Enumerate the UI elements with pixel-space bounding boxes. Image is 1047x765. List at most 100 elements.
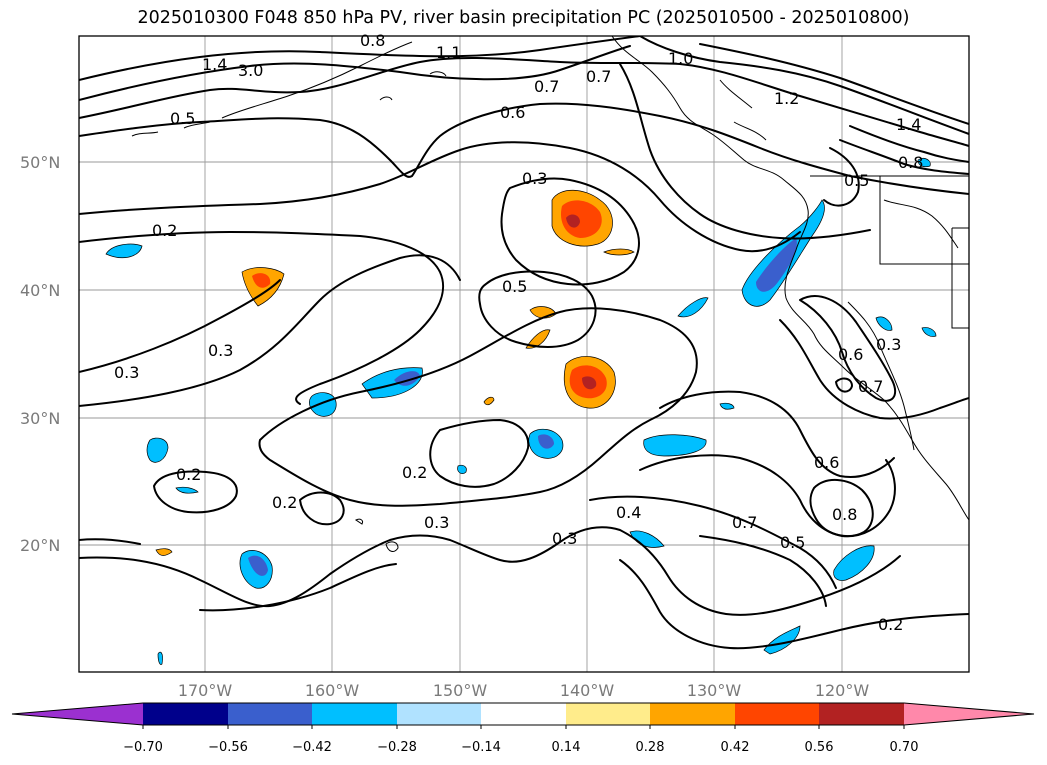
colorbar-under-triangle bbox=[12, 703, 143, 725]
colorbar-segment bbox=[481, 703, 566, 725]
colorbar-tick-label: 0.42 bbox=[721, 740, 750, 755]
contour-label: 0.7 bbox=[858, 377, 883, 396]
lon-tick-label: 120°W bbox=[815, 681, 870, 700]
contour-label: 0.2 bbox=[878, 615, 903, 634]
colorbar-tick-label: −0.28 bbox=[377, 740, 417, 755]
precip-negative-area bbox=[833, 545, 875, 581]
colorbar-tick-label: −0.42 bbox=[292, 740, 332, 755]
precip-positive-area bbox=[529, 306, 557, 319]
lat-tick-label: 30°N bbox=[20, 409, 60, 428]
precip-negative-area bbox=[457, 464, 467, 474]
precip-negative-core bbox=[538, 434, 554, 449]
contour-label: 0.7 bbox=[732, 513, 757, 532]
colorbar-segment bbox=[566, 703, 650, 725]
lon-tick-label: 160°W bbox=[305, 681, 360, 700]
colorbar-tick-label: 0.70 bbox=[890, 740, 919, 755]
precip-negative-area bbox=[917, 158, 931, 168]
lon-tick-label: 170°W bbox=[178, 681, 233, 700]
longitude-ticks: 170°W 160°W 150°W 140°W 130°W 120°W bbox=[178, 681, 870, 700]
map-title: 2025010300 F048 850 hPa PV, river basin … bbox=[137, 8, 910, 28]
contour-label: 0.5 bbox=[502, 277, 527, 296]
precip-positive-max bbox=[582, 376, 597, 390]
map-frame bbox=[78, 35, 970, 673]
precip-positive-max bbox=[566, 214, 580, 228]
precip-negative-core bbox=[248, 555, 268, 576]
contour-label: 0.7 bbox=[586, 67, 611, 86]
precip-negative-area bbox=[105, 243, 143, 258]
contour-label: 0.3 bbox=[552, 529, 577, 548]
contour-label: 0.4 bbox=[616, 503, 641, 522]
contour-label: 1.4 bbox=[202, 55, 227, 74]
lon-tick-label: 140°W bbox=[560, 681, 615, 700]
colorbar-tick-label: −0.14 bbox=[461, 740, 501, 755]
colorbar-tick-label: 0.56 bbox=[805, 740, 834, 755]
precip-positive-area bbox=[483, 396, 495, 406]
precip-negative-area bbox=[643, 434, 707, 457]
contour-label: 0.2 bbox=[152, 221, 177, 240]
latitude-ticks: 50°N 40°N 30°N 20°N bbox=[20, 153, 60, 555]
lon-tick-label: 130°W bbox=[687, 681, 742, 700]
precip-negative-area bbox=[146, 437, 169, 463]
precip-negative-area bbox=[875, 316, 893, 331]
contour-label: 0.8 bbox=[832, 505, 857, 524]
contour-label: 0.3 bbox=[208, 341, 233, 360]
precip-positive-area bbox=[155, 548, 173, 556]
contour-label: 0.5 bbox=[170, 109, 195, 128]
precip-positive-area bbox=[525, 329, 551, 349]
lat-tick-label: 40°N bbox=[20, 281, 60, 300]
precip-negative-area bbox=[763, 625, 801, 655]
colorbar-segment bbox=[819, 703, 904, 725]
coastlines bbox=[131, 36, 969, 552]
contour-label: 0.2 bbox=[176, 465, 201, 484]
contour-label: 0.2 bbox=[402, 463, 427, 482]
precip-positive-area bbox=[603, 248, 635, 256]
colorbar-tick-label: −0.70 bbox=[123, 740, 163, 755]
lat-tick-label: 50°N bbox=[20, 153, 60, 172]
contour-label: 0.5 bbox=[844, 171, 869, 190]
contour-label: 1.2 bbox=[774, 89, 799, 108]
colorbar-segment bbox=[312, 703, 397, 725]
colorbar-tick-label: 0.14 bbox=[552, 740, 581, 755]
contour-label: 0.3 bbox=[424, 513, 449, 532]
colorbar-segment bbox=[650, 703, 735, 725]
colorbar-tick-label: −0.56 bbox=[208, 740, 248, 755]
precip-positive-core bbox=[252, 273, 271, 288]
precip-negative-area bbox=[157, 651, 163, 665]
contour-label: 3.0 bbox=[238, 61, 263, 80]
contour-label: 0.6 bbox=[500, 103, 525, 122]
precip-negative-area bbox=[175, 486, 199, 494]
precip-negative-area bbox=[677, 297, 709, 318]
precip-positive-core bbox=[560, 200, 602, 238]
contour-label: 1.4 bbox=[896, 115, 921, 134]
precip-shading bbox=[105, 158, 937, 665]
lat-tick-label: 20°N bbox=[20, 536, 60, 555]
contour-label: 0.6 bbox=[814, 453, 839, 472]
contour-label: 0.3 bbox=[114, 363, 139, 382]
colorbar-over-triangle bbox=[904, 703, 1034, 725]
colorbar-segment bbox=[228, 703, 312, 725]
contour-label: 0.8 bbox=[360, 31, 385, 50]
precip-negative-core bbox=[756, 238, 797, 292]
contour-label: 0.3 bbox=[876, 335, 901, 354]
precip-negative-area bbox=[921, 327, 937, 337]
contour-labels: 1.4 3.0 0.8 1.1 1.0 0.7 0.7 1.2 1.4 0.8 … bbox=[114, 31, 923, 634]
gridlines bbox=[79, 36, 969, 672]
lon-tick-label: 150°W bbox=[433, 681, 488, 700]
contour-label: 0.3 bbox=[522, 169, 547, 188]
contour-label: 1.0 bbox=[668, 49, 693, 68]
colorbar-segment bbox=[735, 703, 819, 725]
colorbar-segment bbox=[143, 703, 228, 725]
colorbar-tick-label: 0.28 bbox=[636, 740, 665, 755]
colorbar: −0.70 −0.56 −0.42 −0.28 −0.14 0.14 0.28 … bbox=[11, 702, 1035, 755]
contour-label: 1.1 bbox=[436, 43, 461, 62]
contour-label: 0.7 bbox=[534, 77, 559, 96]
contour-label: 0.5 bbox=[780, 533, 805, 552]
precip-negative-area bbox=[719, 402, 735, 410]
pv-contours bbox=[79, 36, 969, 650]
contour-label: 0.8 bbox=[898, 153, 923, 172]
colorbar-segment bbox=[397, 703, 481, 725]
precip-negative-area bbox=[309, 392, 337, 417]
contour-label: 0.2 bbox=[272, 493, 297, 512]
contour-label: 0.6 bbox=[838, 345, 863, 364]
